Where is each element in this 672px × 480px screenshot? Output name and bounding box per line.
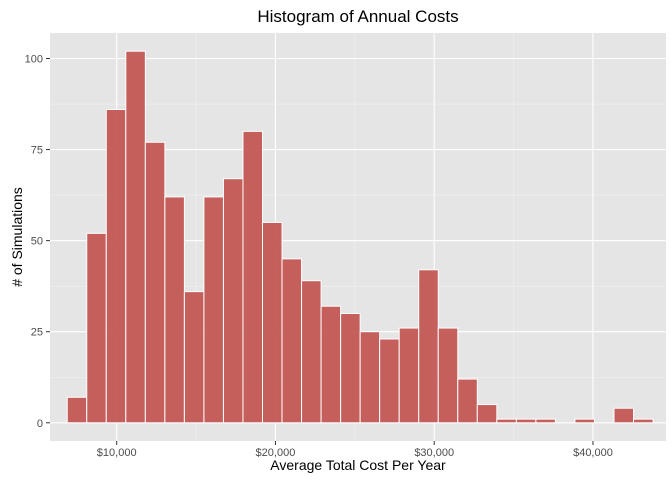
histogram-bar [281,258,303,424]
y-axis-title: # of Simulations [9,187,25,287]
histogram-bar [496,418,517,424]
y-tick-label: 0 [37,418,43,430]
histogram-bar [398,327,420,424]
histogram-bar [144,141,166,424]
histogram-bar [340,313,361,424]
histogram-bar [203,196,224,424]
histogram-bar [86,232,107,424]
histogram-bar [320,305,342,424]
bars [66,50,654,424]
histogram-bar [633,418,654,424]
histogram-bar [535,418,556,424]
chart-title: Histogram of Annual Costs [257,7,458,26]
y-tick-label: 100 [25,54,43,66]
histogram-bar [379,338,400,424]
histogram-bar [457,378,478,424]
x-tick-label: $20,000 [256,447,296,459]
histogram-bar [66,396,88,424]
histogram-bar [359,331,381,424]
histogram-bar [164,196,185,424]
x-tick-label: $30,000 [414,447,454,459]
x-tick-label: $10,000 [97,447,137,459]
grid-lines [50,33,666,441]
histogram-bar [418,269,439,424]
y-tick-label: 25 [31,327,43,339]
histogram-bar [476,404,498,424]
histogram-bar [437,327,459,424]
histogram-bar [613,407,635,424]
histogram-bar [515,418,537,424]
x-axis-title: Average Total Cost Per Year [270,457,446,473]
axis-ticks: $10,000 $20,000 $30,000 $40,000 0 25 50 75 100 [25,54,613,460]
x-tick-label: $40,000 [573,447,613,459]
histogram-bar [574,418,595,424]
y-tick-label: 75 [31,145,43,157]
histogram-bar [301,280,322,424]
y-tick-label: 50 [31,236,43,248]
histogram-bar [222,178,244,424]
histogram-bar [183,291,205,424]
histogram-bar [125,50,146,424]
histogram-bar [242,130,264,424]
histogram-bar [262,221,283,424]
histogram-bar [105,109,127,424]
